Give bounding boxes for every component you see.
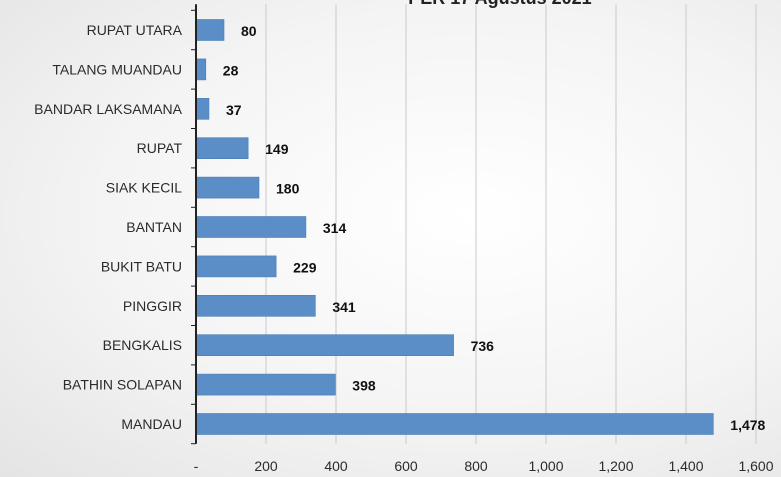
x-tick-label: 200	[254, 458, 278, 474]
axes	[191, 4, 197, 445]
data-label: 1,478	[730, 417, 765, 433]
bar-bukit-batu	[195, 255, 277, 278]
data-label: 341	[332, 299, 356, 315]
category-label: TALANG MUANDAU	[52, 61, 182, 77]
x-tick-label: 800	[464, 458, 488, 474]
x-tick-label: 600	[394, 458, 418, 474]
data-label: 398	[352, 378, 376, 394]
bar-rupat	[195, 137, 249, 159]
data-label: 149	[265, 141, 289, 157]
gridlines	[265, 4, 757, 444]
data-label: 37	[226, 102, 242, 118]
data-label: 736	[471, 338, 495, 354]
data-label: 28	[223, 62, 239, 78]
bar-bengkalis	[195, 334, 454, 357]
data-label: 180	[276, 181, 300, 197]
bar-bathin-solapan	[195, 373, 336, 396]
category-label: RUPAT	[137, 140, 183, 156]
category-label: MANDAU	[121, 416, 182, 432]
category-label: BATHIN SOLAPAN	[63, 377, 182, 393]
bar-mandau	[195, 413, 714, 435]
x-tick-label: 1,200	[598, 458, 633, 474]
category-label: SIAK KECIL	[106, 180, 182, 196]
x-tick-label: 1,600	[738, 458, 773, 474]
bar-siak-kecil	[195, 176, 260, 199]
category-label: BANDAR LAKSAMANA	[34, 101, 182, 117]
labels: RUPAT UTARA 80 TALANG MUANDAU 28 BANDAR LAKS…	[34, 22, 774, 474]
category-label: PINGGIR	[123, 298, 182, 314]
category-label: BANTAN	[126, 219, 182, 235]
bar-rupat-utara	[195, 19, 225, 41]
data-label: 229	[293, 259, 317, 275]
bar-talang-muandau	[195, 58, 207, 81]
x-tick-label: 400	[324, 458, 348, 474]
category-label: RUPAT UTARA	[87, 22, 183, 38]
chart-title: PER 17 Agustus 2021	[408, 0, 591, 8]
x-tick-label: 1,000	[528, 458, 563, 474]
bars	[195, 19, 714, 435]
bar-pinggir	[195, 294, 316, 317]
category-label: BUKIT BATU	[101, 258, 182, 274]
bar-bantan	[195, 216, 307, 238]
x-tick-label: -	[194, 458, 199, 474]
data-label: 314	[323, 220, 347, 236]
category-label: BENGKALIS	[103, 337, 182, 353]
title-group: PER 17 Agustus 2021	[408, 0, 591, 8]
x-tick-label: 1,400	[668, 458, 703, 474]
data-label: 80	[241, 23, 257, 39]
bar-bandar-laksamana	[195, 98, 210, 120]
